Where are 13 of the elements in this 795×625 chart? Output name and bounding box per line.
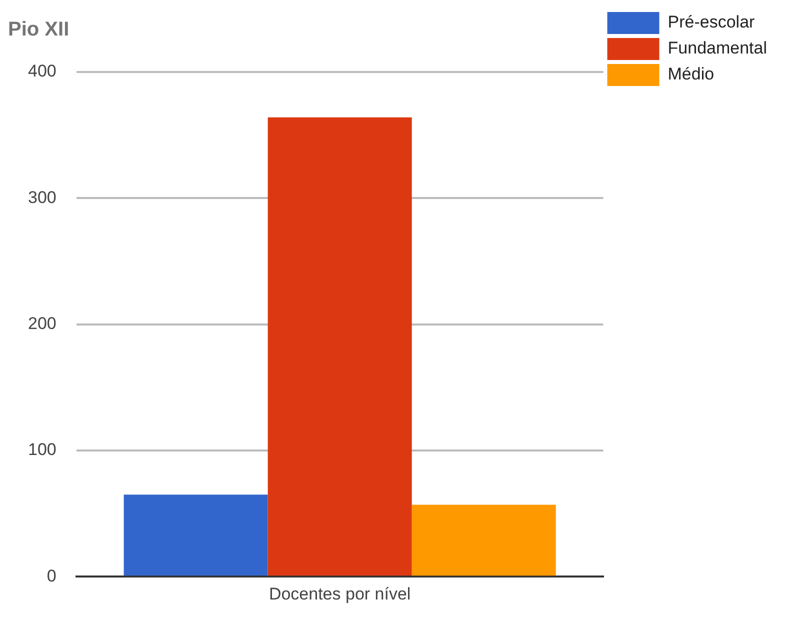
y-tick-label: 400 (28, 62, 56, 81)
y-tick-label: 200 (28, 314, 56, 333)
x-tick-label: Docentes por nível (268, 584, 411, 604)
bar (124, 494, 268, 576)
y-tick-label: 0 (46, 566, 56, 586)
legend-label: Médio (668, 64, 714, 84)
legend-label: Pré-escolar (668, 12, 756, 32)
chart-title: Pio XII (8, 18, 70, 41)
bar (268, 117, 412, 576)
y-tick-label: 300 (28, 188, 56, 207)
y-tick-label: 100 (28, 440, 56, 460)
legend-label: Fundamental (668, 38, 768, 58)
bar (412, 504, 556, 576)
